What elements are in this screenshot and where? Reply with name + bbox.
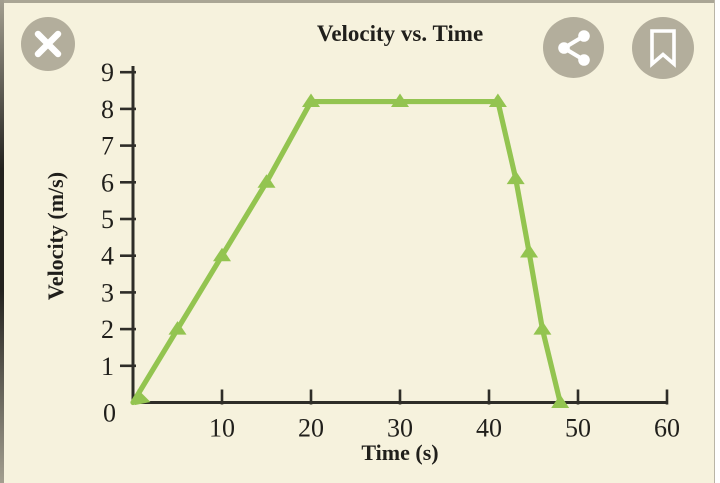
y-tick-label: 4 bbox=[101, 242, 114, 271]
chart-title: Velocity vs. Time bbox=[316, 21, 484, 46]
velocity-line bbox=[130, 98, 563, 406]
close-button[interactable] bbox=[21, 17, 75, 71]
origin-tick-label: 0 bbox=[103, 399, 116, 428]
y-tick-label: 1 bbox=[101, 352, 114, 381]
top-edge-strip bbox=[0, 0, 720, 3]
x-tick-label: 40 bbox=[476, 414, 502, 443]
y-tick-label: 6 bbox=[101, 168, 114, 197]
left-edge-strip bbox=[0, 0, 4, 483]
data-point-marker bbox=[213, 247, 231, 262]
data-point-marker bbox=[551, 394, 570, 408]
x-tick-label: 20 bbox=[298, 414, 324, 443]
x-tick-label: 60 bbox=[654, 414, 680, 443]
share-icon bbox=[558, 30, 590, 66]
share-button[interactable] bbox=[543, 17, 604, 78]
y-tick-label: 9 bbox=[101, 58, 114, 87]
bookmark-icon bbox=[650, 29, 676, 68]
data-point-marker bbox=[391, 93, 409, 108]
data-point-marker bbox=[168, 321, 187, 335]
x-axis-label: Time (s) bbox=[361, 440, 439, 465]
y-tick-label: 2 bbox=[101, 315, 114, 344]
bookmark-button[interactable] bbox=[632, 17, 694, 79]
y-axis-label: Velocity (m/s) bbox=[43, 171, 68, 301]
data-point-marker bbox=[302, 93, 320, 108]
close-icon bbox=[34, 30, 62, 58]
x-tick-label: 50 bbox=[565, 414, 591, 443]
x-tick-label: 10 bbox=[209, 414, 235, 443]
x-tick-label: 30 bbox=[387, 414, 413, 443]
data-point-marker bbox=[506, 170, 525, 185]
data-point-marker bbox=[533, 321, 552, 335]
y-tick-label: 8 bbox=[101, 95, 114, 124]
right-edge-strip bbox=[714, 0, 720, 483]
data-point-marker bbox=[257, 174, 276, 188]
data-point-marker bbox=[134, 389, 151, 406]
axes bbox=[131, 66, 667, 404]
y-tick-label: 3 bbox=[101, 278, 114, 307]
data-point-marker bbox=[488, 93, 507, 108]
y-tick-label: 7 bbox=[101, 132, 114, 161]
y-tick-label: 5 bbox=[101, 205, 114, 234]
data-point-marker bbox=[520, 244, 539, 258]
